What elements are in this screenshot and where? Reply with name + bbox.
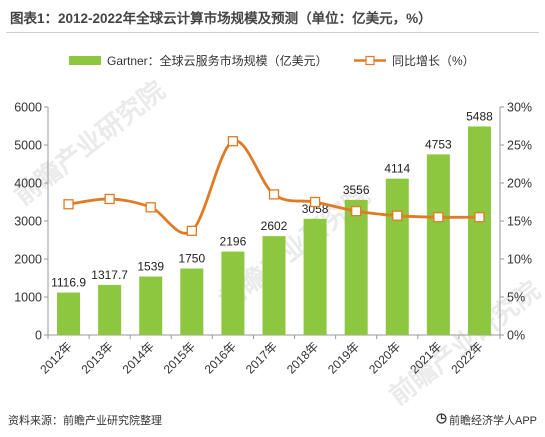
x-tick-label: 2012年 — [37, 339, 74, 376]
bar — [426, 154, 450, 335]
growth-marker — [227, 136, 239, 147]
x-tick-label: 2015年 — [161, 339, 198, 376]
growth-marker — [433, 212, 444, 223]
y-right-tick-label: 5% — [507, 291, 525, 305]
x-tick-label: 2020年 — [366, 339, 403, 376]
bar-value-label: 2196 — [220, 235, 247, 249]
legend-label-line: 同比增长（%） — [392, 54, 475, 68]
bar-value-label: 1116.9 — [51, 276, 86, 290]
y-right-tick-label: 15% — [507, 215, 532, 229]
title-divider — [6, 32, 539, 33]
bar-value-label: 3058 — [302, 202, 329, 216]
growth-line — [68, 139, 480, 235]
bar-value-label: 1317.7 — [91, 268, 128, 282]
x-tick-label: 2019年 — [325, 339, 362, 376]
bar-value-label: 2602 — [261, 219, 288, 233]
bar — [467, 126, 491, 336]
bar — [262, 236, 286, 335]
y-left-tick-label: 2000 — [14, 253, 42, 267]
bar-value-label: 1539 — [137, 260, 164, 274]
y-right-tick-label: 30% — [507, 101, 532, 115]
y-left-tick-label: 5000 — [14, 139, 42, 153]
growth-markers — [63, 136, 485, 237]
x-tick-label: 2013年 — [78, 339, 115, 376]
x-tick-labels: 2012年 2013年 2014年 2015年 2016年 2017年 2018年 2019年… — [37, 339, 485, 376]
legend-label-bar: Gartner：全球云服务市场规模（亿美元） — [107, 53, 328, 68]
bar — [180, 268, 204, 335]
y-right-tick-label: 10% — [507, 253, 532, 267]
growth-marker — [392, 210, 403, 221]
bar-value-label: 3556 — [343, 183, 370, 197]
source-note: 资料来源：前瞻产业研究院整理 — [8, 415, 162, 427]
axes: 0 1000 2000 3000 4000 5000 6000 0% 5% 10% 15% 20% 25… — [14, 101, 532, 343]
bar-value-label: 4114 — [384, 162, 410, 176]
growth-line-path — [68, 139, 480, 235]
bar — [98, 284, 122, 335]
chart-title: 图表1：2012-2022年全球云计算市场规模及预测（单位：亿美元，%） — [10, 11, 432, 26]
y-left-tick-label: 6000 — [14, 101, 42, 115]
legend-swatch-marker — [365, 55, 375, 66]
brand-logo-icon — [436, 413, 447, 427]
bars — [57, 126, 491, 336]
bar — [385, 178, 409, 335]
brand-credit: 前瞻经济学人APP — [436, 412, 537, 428]
y-right-tick-label: 25% — [507, 139, 532, 153]
bar — [139, 276, 163, 335]
bar-value-label: 4753 — [425, 137, 452, 151]
growth-marker — [351, 205, 362, 217]
growth-marker — [268, 189, 280, 200]
growth-marker — [145, 202, 156, 213]
growth-marker — [309, 196, 321, 208]
bar — [344, 199, 368, 335]
brand-text: 前瞻经济学人APP — [448, 415, 537, 427]
bar — [57, 292, 81, 335]
growth-marker — [63, 199, 74, 210]
y-right-tick-label: 20% — [507, 177, 532, 191]
y-left-tick-label: 1000 — [14, 291, 42, 305]
growth-marker — [186, 225, 197, 237]
bar — [221, 251, 245, 335]
y-left-tick-label: 3000 — [14, 215, 42, 229]
x-tick-label: 2018年 — [284, 339, 321, 376]
bar-value-label: 1750 — [178, 252, 205, 266]
legend-swatch-bar — [69, 56, 101, 65]
growth-marker — [104, 193, 115, 205]
x-tick-label: 2014年 — [120, 339, 157, 376]
x-tick-label: 2016年 — [202, 339, 239, 376]
bar-value-labels: 1116.9 1317.7 1539 1750 2196 2602 3058 3556 4114… — [51, 109, 493, 289]
y-left-tick-label: 0 — [35, 329, 42, 343]
bar-value-label: 5488 — [466, 109, 493, 123]
legend: Gartner：全球云服务市场规模（亿美元） 同比增长（%） — [69, 53, 475, 68]
y-right-tick-label: 0% — [507, 329, 525, 343]
bar — [303, 218, 327, 335]
y-left-tick-label: 4000 — [14, 177, 42, 191]
growth-marker — [474, 212, 485, 223]
x-tick-label: 2017年 — [243, 339, 280, 376]
